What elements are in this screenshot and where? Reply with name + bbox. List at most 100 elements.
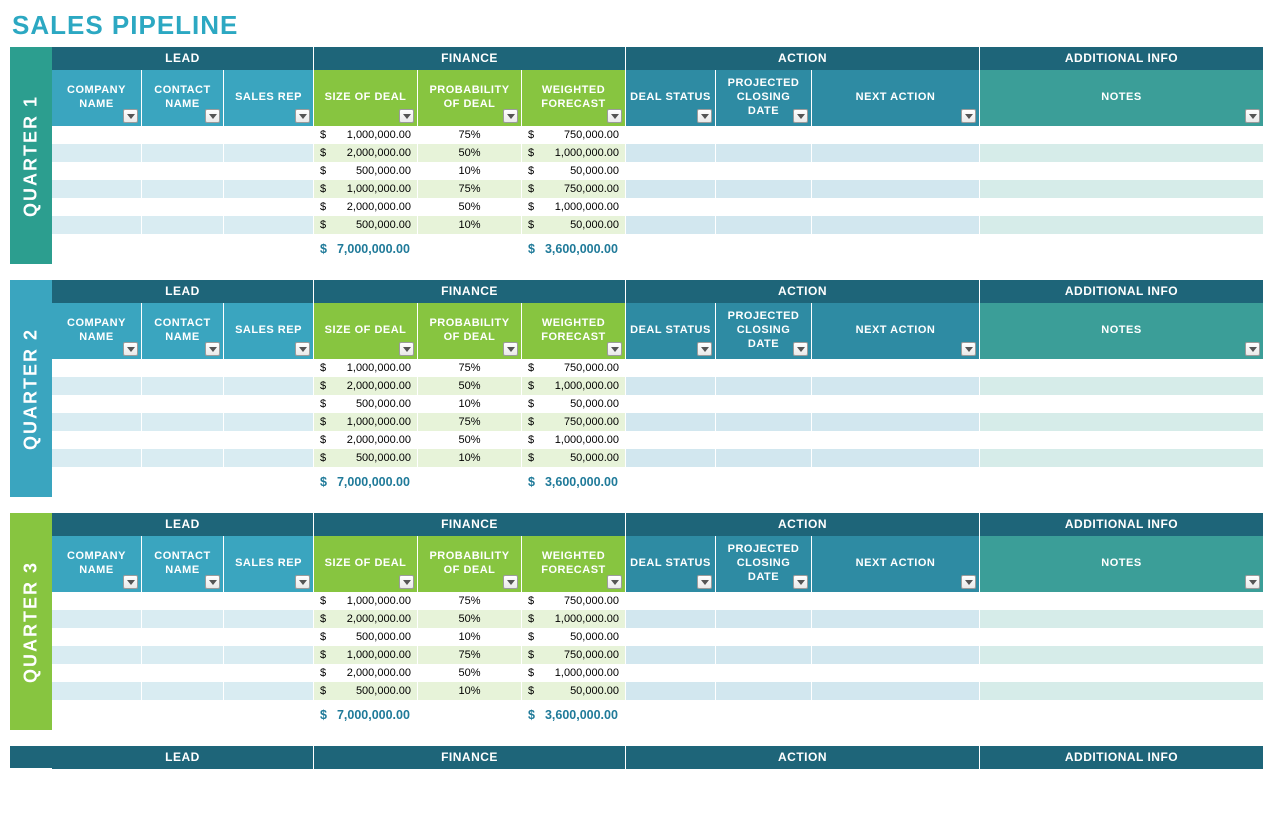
cell-size[interactable]: $500,000.00 <box>314 628 418 646</box>
cell-contact[interactable] <box>142 449 224 467</box>
cell-rep[interactable] <box>224 359 314 377</box>
cell-contact[interactable] <box>142 126 224 144</box>
cell-fore[interactable]: $50,000.00 <box>522 395 626 413</box>
cell-company[interactable] <box>52 162 142 180</box>
cell-close[interactable] <box>716 431 812 449</box>
cell-notes[interactable] <box>980 682 1264 700</box>
cell-company[interactable] <box>52 413 142 431</box>
column-header-prob[interactable]: PROBABILITY OF DEAL <box>418 536 522 592</box>
cell-fore[interactable]: $750,000.00 <box>522 180 626 198</box>
cell-status[interactable] <box>626 144 716 162</box>
column-header-close[interactable]: PROJECTED CLOSING DATE <box>716 303 812 359</box>
cell-size[interactable]: $500,000.00 <box>314 449 418 467</box>
cell-status[interactable] <box>626 682 716 700</box>
cell-action[interactable] <box>812 144 980 162</box>
cell-size[interactable]: $2,000,000.00 <box>314 377 418 395</box>
cell-size[interactable]: $500,000.00 <box>314 395 418 413</box>
cell-notes[interactable] <box>980 126 1264 144</box>
cell-status[interactable] <box>626 216 716 234</box>
cell-contact[interactable] <box>142 144 224 162</box>
cell-close[interactable] <box>716 377 812 395</box>
cell-prob[interactable]: 75% <box>418 413 522 431</box>
cell-prob[interactable]: 75% <box>418 359 522 377</box>
cell-prob[interactable]: 50% <box>418 144 522 162</box>
cell-size[interactable]: $2,000,000.00 <box>314 610 418 628</box>
column-header-contact[interactable]: CONTACT NAME <box>142 536 224 592</box>
cell-rep[interactable] <box>224 664 314 682</box>
cell-status[interactable] <box>626 628 716 646</box>
filter-dropdown-prob[interactable] <box>503 109 518 123</box>
cell-company[interactable] <box>52 126 142 144</box>
cell-rep[interactable] <box>224 449 314 467</box>
cell-prob[interactable]: 50% <box>418 377 522 395</box>
cell-notes[interactable] <box>980 628 1264 646</box>
cell-rep[interactable] <box>224 628 314 646</box>
cell-rep[interactable] <box>224 610 314 628</box>
column-header-company[interactable]: COMPANY NAME <box>52 303 142 359</box>
cell-company[interactable] <box>52 359 142 377</box>
cell-notes[interactable] <box>980 664 1264 682</box>
cell-fore[interactable]: $50,000.00 <box>522 449 626 467</box>
cell-size[interactable]: $1,000,000.00 <box>314 646 418 664</box>
cell-close[interactable] <box>716 449 812 467</box>
cell-status[interactable] <box>626 162 716 180</box>
cell-close[interactable] <box>716 682 812 700</box>
filter-dropdown-contact[interactable] <box>205 109 220 123</box>
cell-action[interactable] <box>812 198 980 216</box>
cell-action[interactable] <box>812 449 980 467</box>
filter-dropdown-prob[interactable] <box>503 575 518 589</box>
cell-contact[interactable] <box>142 162 224 180</box>
cell-close[interactable] <box>716 395 812 413</box>
cell-contact[interactable] <box>142 431 224 449</box>
cell-action[interactable] <box>812 628 980 646</box>
filter-dropdown-action[interactable] <box>961 109 976 123</box>
cell-company[interactable] <box>52 628 142 646</box>
cell-notes[interactable] <box>980 377 1264 395</box>
cell-close[interactable] <box>716 144 812 162</box>
cell-rep[interactable] <box>224 646 314 664</box>
cell-company[interactable] <box>52 395 142 413</box>
filter-dropdown-company[interactable] <box>123 575 138 589</box>
cell-prob[interactable]: 50% <box>418 431 522 449</box>
cell-close[interactable] <box>716 216 812 234</box>
cell-action[interactable] <box>812 395 980 413</box>
cell-rep[interactable] <box>224 216 314 234</box>
cell-notes[interactable] <box>980 144 1264 162</box>
filter-dropdown-close[interactable] <box>793 109 808 123</box>
cell-prob[interactable]: 75% <box>418 646 522 664</box>
cell-prob[interactable]: 75% <box>418 180 522 198</box>
cell-close[interactable] <box>716 413 812 431</box>
column-header-prob[interactable]: PROBABILITY OF DEAL <box>418 303 522 359</box>
cell-rep[interactable] <box>224 180 314 198</box>
cell-rep[interactable] <box>224 682 314 700</box>
filter-dropdown-company[interactable] <box>123 109 138 123</box>
cell-fore[interactable]: $1,000,000.00 <box>522 377 626 395</box>
cell-action[interactable] <box>812 610 980 628</box>
cell-prob[interactable]: 50% <box>418 198 522 216</box>
cell-notes[interactable] <box>980 162 1264 180</box>
cell-rep[interactable] <box>224 395 314 413</box>
cell-company[interactable] <box>52 664 142 682</box>
cell-company[interactable] <box>52 646 142 664</box>
cell-company[interactable] <box>52 198 142 216</box>
cell-close[interactable] <box>716 180 812 198</box>
cell-rep[interactable] <box>224 162 314 180</box>
cell-size[interactable]: $1,000,000.00 <box>314 592 418 610</box>
column-header-company[interactable]: COMPANY NAME <box>52 70 142 126</box>
cell-rep[interactable] <box>224 413 314 431</box>
cell-action[interactable] <box>812 126 980 144</box>
cell-rep[interactable] <box>224 144 314 162</box>
filter-dropdown-close[interactable] <box>793 342 808 356</box>
cell-status[interactable] <box>626 198 716 216</box>
column-header-company[interactable]: COMPANY NAME <box>52 536 142 592</box>
cell-close[interactable] <box>716 198 812 216</box>
column-header-fore[interactable]: WEIGHTED FORECAST <box>522 303 626 359</box>
cell-size[interactable]: $500,000.00 <box>314 216 418 234</box>
cell-fore[interactable]: $750,000.00 <box>522 646 626 664</box>
cell-action[interactable] <box>812 592 980 610</box>
column-header-notes[interactable]: NOTES <box>980 536 1264 592</box>
cell-prob[interactable]: 10% <box>418 216 522 234</box>
filter-dropdown-action[interactable] <box>961 342 976 356</box>
cell-status[interactable] <box>626 126 716 144</box>
filter-dropdown-contact[interactable] <box>205 342 220 356</box>
